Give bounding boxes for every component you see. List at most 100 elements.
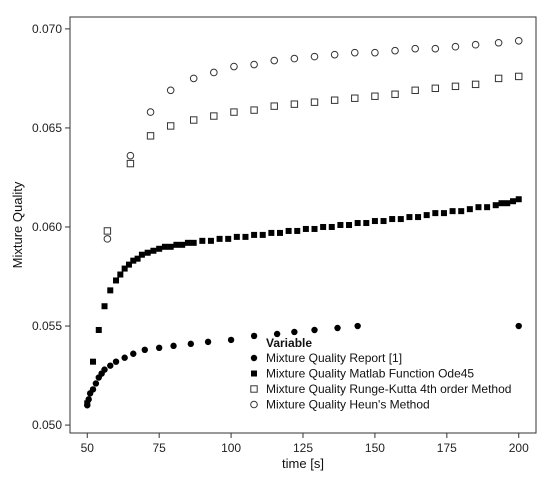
data-point <box>515 196 522 203</box>
data-point <box>363 220 370 227</box>
data-point <box>259 231 266 238</box>
y-tick-label: 0.050 <box>32 418 62 432</box>
x-tick-label: 200 <box>509 441 529 455</box>
legend-marker <box>250 354 258 362</box>
data-point <box>337 222 344 228</box>
data-point <box>156 245 163 252</box>
data-point <box>230 108 238 116</box>
data-point <box>320 223 327 230</box>
data-point <box>276 229 283 236</box>
x-tick-label: 125 <box>293 441 313 455</box>
data-point <box>451 82 460 91</box>
data-point <box>411 86 419 94</box>
data-point <box>184 239 191 246</box>
legend-marker <box>251 370 257 377</box>
data-point <box>471 80 480 89</box>
data-point <box>294 227 301 234</box>
data-point <box>113 277 120 284</box>
data-point <box>103 227 112 235</box>
data-point <box>285 227 292 234</box>
data-point <box>134 255 141 262</box>
data-point <box>270 102 278 110</box>
data-point <box>397 216 404 223</box>
x-axis-ticks: 50 75 100 125 150 175 200 <box>81 433 529 455</box>
data-point <box>371 92 379 100</box>
data-point <box>310 98 319 106</box>
data-point <box>179 241 186 248</box>
data-point <box>126 151 135 160</box>
data-point <box>371 48 379 57</box>
legend-title: Variable <box>266 336 312 350</box>
data-point <box>458 208 465 215</box>
data-point <box>121 354 128 361</box>
data-point <box>189 116 198 124</box>
data-point <box>225 235 232 242</box>
data-point <box>494 38 503 47</box>
x-tick-label: 175 <box>437 441 457 455</box>
data-point <box>311 225 318 232</box>
data-point <box>89 386 97 393</box>
data-point <box>167 243 174 250</box>
data-point <box>334 324 341 332</box>
data-point <box>190 239 197 246</box>
data-point <box>354 322 361 330</box>
data-point <box>210 112 218 120</box>
data-point <box>351 94 359 102</box>
data-point <box>509 198 516 205</box>
data-point <box>391 90 399 98</box>
data-point <box>161 243 168 250</box>
data-point <box>85 396 92 403</box>
data-point <box>475 204 482 211</box>
legend-items: Mixture Quality Report [1] Mixture Qualit… <box>250 351 511 412</box>
data-point <box>389 216 396 223</box>
data-point <box>173 241 180 248</box>
data-point <box>207 237 214 244</box>
data-point <box>251 231 258 238</box>
data-point <box>125 261 132 268</box>
data-point <box>492 202 499 209</box>
data-point <box>92 380 100 387</box>
data-point <box>302 225 309 232</box>
data-point <box>268 229 275 236</box>
data-point <box>466 206 473 213</box>
y-tick-label: 0.060 <box>32 220 62 234</box>
data-point <box>199 237 206 244</box>
data-point <box>432 210 439 217</box>
legend-entry-label: Mixture Quality Report [1] <box>266 351 402 365</box>
data-point <box>504 200 511 207</box>
data-point <box>354 220 361 227</box>
data-point <box>449 208 456 215</box>
data-point <box>471 40 480 49</box>
y-tick-label: 0.070 <box>32 22 62 36</box>
data-point <box>101 303 108 310</box>
x-tick-label: 75 <box>152 441 166 455</box>
legend-marker <box>250 385 258 393</box>
legend-entry-label: Mixture Quality Matlab Function Ode45 <box>266 367 474 381</box>
data-point <box>242 233 249 240</box>
data-point <box>121 265 128 272</box>
y-tick-label: 0.055 <box>32 319 62 333</box>
data-point <box>514 36 523 45</box>
data-point <box>101 366 108 373</box>
data-point <box>233 233 240 240</box>
data-point <box>328 223 335 230</box>
data-point <box>291 328 298 336</box>
data-point <box>290 100 299 108</box>
data-point <box>130 257 137 264</box>
data-point <box>95 326 102 333</box>
data-point <box>290 54 299 63</box>
data-point <box>189 74 198 83</box>
data-point <box>350 48 359 57</box>
data-point <box>90 358 97 365</box>
legend-entry-label: Mixture Quality Heun's Method <box>266 398 430 412</box>
data-point <box>150 247 157 254</box>
data-point <box>311 326 318 334</box>
data-point <box>391 46 399 55</box>
data-point <box>112 358 120 365</box>
data-point <box>155 344 163 352</box>
data-point <box>346 222 353 228</box>
data-point <box>451 42 460 51</box>
data-point <box>250 106 258 114</box>
x-tick-label: 150 <box>365 441 385 455</box>
